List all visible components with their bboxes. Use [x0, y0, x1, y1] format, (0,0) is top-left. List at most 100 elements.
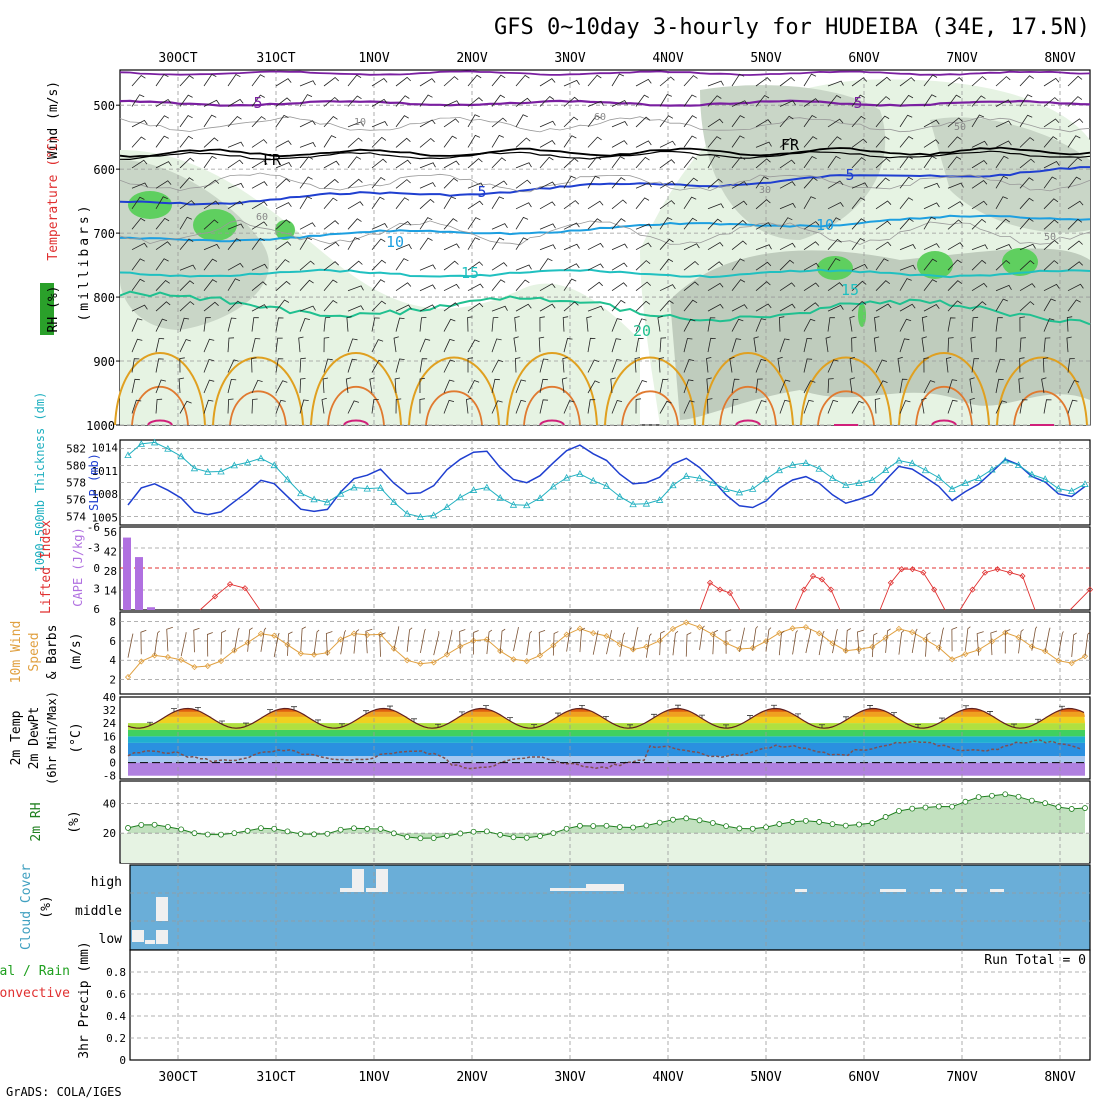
upper-wind-barb [971, 259, 987, 271]
wind-speed-marker [1055, 657, 1062, 664]
upper-wind-barb [969, 377, 975, 394]
upper-wind-barb [611, 400, 623, 414]
upper-wind-barb [539, 303, 556, 312]
upper-wind-barb [659, 400, 672, 414]
upper-wind-barb [539, 244, 556, 251]
upper-wind-barb [515, 162, 532, 169]
upper-wind-barb [611, 318, 623, 332]
upper-wind-barb [1043, 239, 1059, 251]
thickness-marker [988, 465, 996, 473]
upper-wind-barb [659, 180, 676, 189]
upper-wind-barb [755, 303, 772, 312]
contour-label-5: 5 [477, 183, 486, 201]
upper-wind-barb [443, 196, 457, 210]
wind-speed-marker [895, 625, 902, 632]
temp-tick--8: -8 [103, 770, 116, 783]
top-date-6NOV: 6NOV [848, 51, 879, 66]
upper-wind-barb [731, 219, 747, 230]
temp-maxmin-mark [603, 715, 609, 720]
thickness-marker [642, 499, 651, 507]
contour-label-20: 20 [633, 322, 651, 340]
rh-legend-swatch [40, 283, 54, 335]
temp-maxmin-mark [387, 705, 393, 710]
upper-wind-barb [131, 94, 145, 107]
upper-air-panel: 5 5 FR FR 5 5 10 10 15 15 20 10 30 50 60 50 60 500 600 700… [40, 69, 1091, 433]
upper-wind-barb [611, 73, 625, 87]
ylabel-10m-wind: 10m Wind [9, 621, 24, 684]
wind10-barb [685, 632, 692, 657]
rh-marker [829, 821, 836, 828]
contour-30-arc-8 [915, 386, 973, 426]
thickness-marker [602, 482, 611, 489]
upper-wind-barb [923, 258, 938, 271]
wind-speed-marker [922, 636, 929, 643]
upper-wind-barb [729, 356, 735, 373]
upper-wind-barb [923, 243, 940, 251]
rh-moist-patch-1 [193, 209, 237, 241]
temp-maxmin-mark [243, 722, 249, 727]
upper-wind-barb [635, 398, 642, 414]
contour-label-60: 60 [594, 112, 606, 123]
upper-wind-barb [755, 119, 772, 128]
upper-wind-barb [755, 158, 771, 169]
temp-maxmin-mark [555, 712, 561, 717]
upper-wind-barb [179, 357, 185, 373]
upper-wind-barb [323, 261, 339, 271]
rh-marker [324, 830, 331, 837]
top-date-4NOV: 4NOV [652, 51, 683, 66]
wind10-barb [233, 627, 240, 653]
rh-region-gray-lower [670, 248, 1090, 420]
thickness-tick-582: 582 [66, 443, 86, 456]
upper-wind-barb [419, 137, 435, 148]
upper-wind-barb [611, 338, 622, 353]
upper-wind-barb [371, 77, 388, 87]
upper-wind-barb [683, 243, 700, 251]
rh-marker [470, 828, 477, 835]
upper-wind-barb [1019, 301, 1035, 312]
upper-wind-barb [203, 200, 220, 210]
rh-marker [949, 803, 955, 810]
upper-wind-barb [491, 305, 508, 312]
wind-speed-marker [590, 630, 597, 637]
upper-wind-barb [323, 337, 330, 353]
upper-wind-barb [275, 161, 292, 169]
upper-wind-barb [1019, 158, 1035, 169]
wind10-barb [925, 632, 931, 657]
upper-wind-barb [491, 262, 508, 271]
upper-wind-barb [395, 159, 412, 169]
upper-wind-barb [513, 336, 519, 353]
wind-speed-marker [988, 638, 996, 645]
contour-30-arc-2 [327, 386, 385, 426]
li-marker [909, 566, 916, 573]
contour-35-arc-2 [343, 419, 369, 426]
upper-wind-barb [587, 399, 596, 414]
rh-marker [457, 830, 464, 837]
upper-wind-barb [371, 196, 385, 210]
thickness-marker [669, 481, 677, 489]
wind10-barb [1031, 626, 1038, 651]
upper-wind-barb [827, 201, 844, 210]
thickness-marker [270, 461, 278, 469]
upper-wind-barb [659, 159, 676, 169]
cloud-cell-14 [990, 889, 1004, 892]
upper-wind-barb [897, 356, 903, 373]
upper-wind-barb [178, 377, 185, 394]
upper-wind-barb [467, 283, 484, 292]
upper-wind-barb [491, 237, 505, 250]
upper-wind-barb [1019, 218, 1034, 230]
wind10-barb [473, 630, 479, 655]
temp-maxmin-mark [267, 709, 273, 713]
top-date-7NOV: 7NOV [946, 51, 977, 66]
upper-wind-barb [945, 357, 952, 373]
upper-wind-barb [587, 380, 600, 394]
upper-wind-barb [515, 237, 529, 250]
upper-wind-barb [683, 359, 695, 373]
thickness-marker [204, 468, 212, 475]
thickness-marker [137, 440, 145, 447]
upper-wind-barb [371, 98, 388, 107]
temp-maxmin-mark [459, 711, 465, 716]
upper-wind-barb [299, 357, 306, 373]
upper-wind-barb [491, 196, 505, 210]
upper-wind-barb [923, 380, 936, 394]
upper-wind-barb [131, 258, 145, 271]
